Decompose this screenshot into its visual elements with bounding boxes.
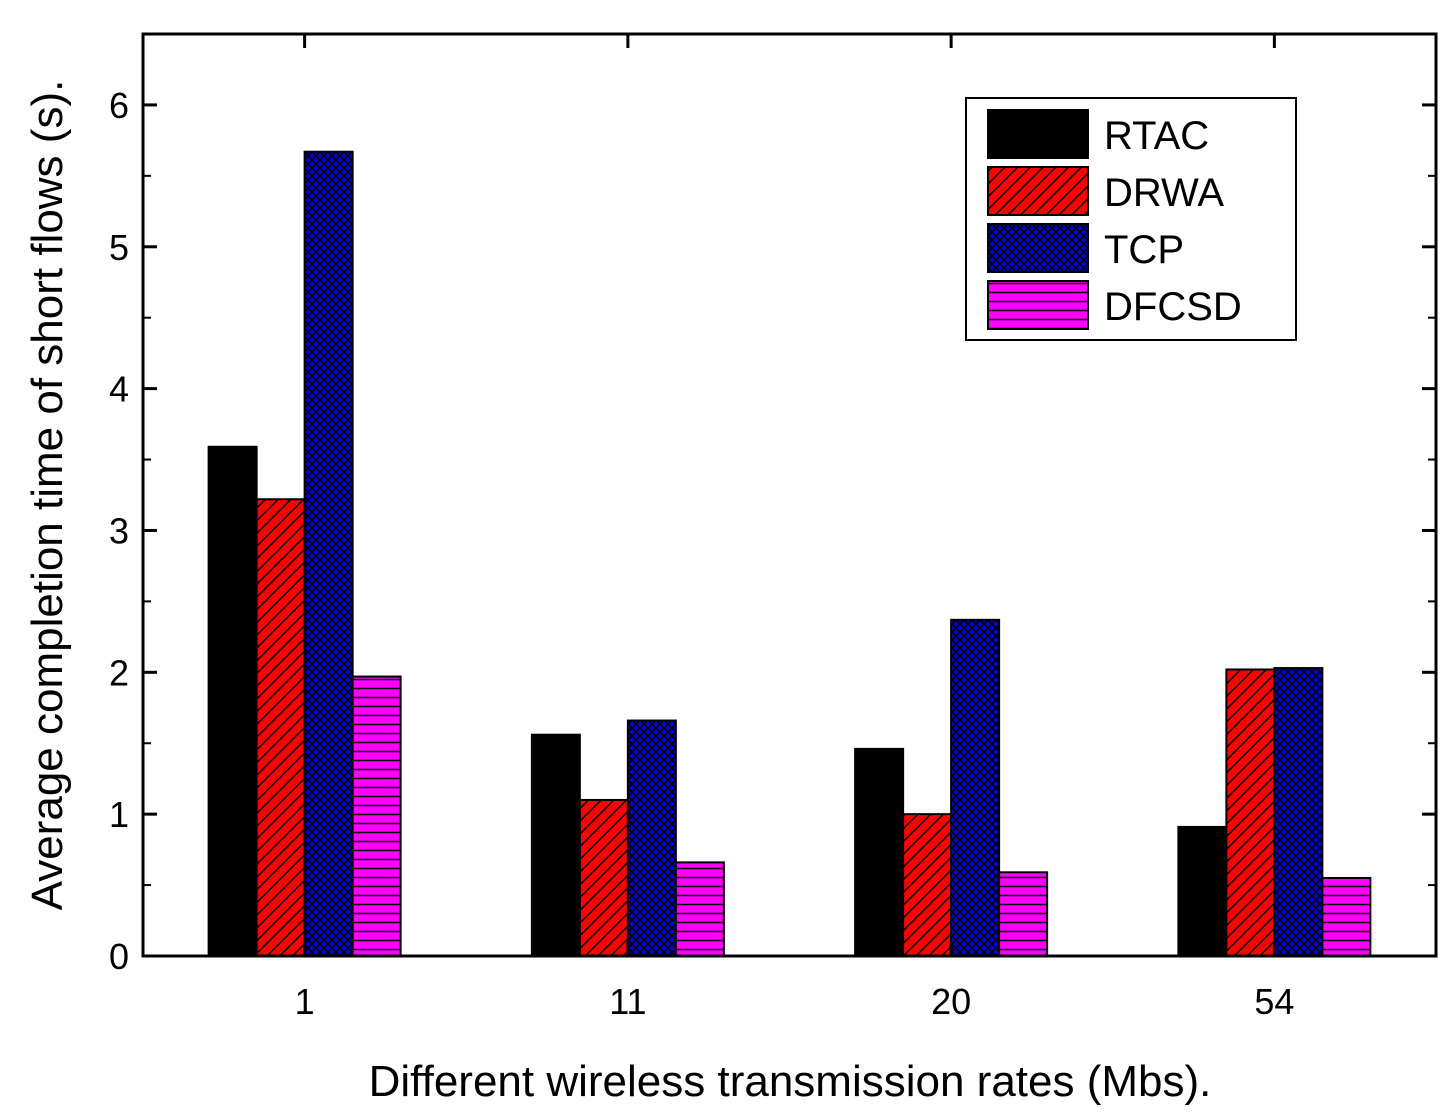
bar-tcp-20: [950, 618, 1001, 957]
legend-label-dfcsd: DFCSD: [1104, 285, 1242, 329]
bar-tcp-11: [626, 719, 677, 958]
y-tick-label: 2: [109, 652, 129, 693]
plot-frame: [141, 32, 1438, 958]
legend-swatch-dfcsd: [987, 280, 1089, 330]
bar-drwa-20: [902, 813, 953, 958]
y-tick-label: 6: [109, 85, 129, 126]
bars-group: [207, 150, 1372, 958]
bar-rtac-1: [207, 445, 258, 957]
bar-tcp-54: [1273, 667, 1324, 957]
y-tick-label: 5: [109, 227, 129, 268]
legend-swatch-rtac: [987, 109, 1089, 159]
bar-dfcsd-20: [998, 871, 1049, 958]
x-tick-label: 1: [295, 981, 315, 1022]
legend-swatch-drwa: [987, 166, 1089, 216]
legend-label-tcp: TCP: [1104, 228, 1184, 272]
legend-label-drwa: DRWA: [1104, 171, 1224, 215]
y-axis-title: Average completion time of short flows (…: [23, 80, 72, 911]
legend-label-rtac: RTAC: [1104, 114, 1209, 158]
bar-rtac-20: [854, 747, 905, 957]
y-tick-label: 0: [109, 936, 129, 977]
x-tick-label: 54: [1254, 981, 1294, 1022]
bar-tcp-1: [303, 150, 354, 958]
legend-swatch-tcp: [987, 223, 1089, 273]
bar-drwa-1: [255, 498, 306, 957]
x-tick-label: 11: [609, 981, 646, 1022]
x-tick-label: 20: [931, 981, 971, 1022]
bar-rtac-11: [530, 733, 581, 957]
bar-drwa-11: [578, 798, 629, 957]
bar-dfcsd-1: [351, 675, 402, 957]
x-axis-title: Different wireless transmission rates (M…: [369, 1057, 1212, 1106]
bar-dfcsd-11: [674, 861, 725, 957]
bar-dfcsd-54: [1321, 876, 1372, 957]
y-tick-label: 3: [109, 510, 129, 551]
y-tick-label: 4: [109, 369, 129, 410]
legend: RTAC DRWA TCP DFCSD: [965, 97, 1297, 341]
y-tick-label: 1: [109, 794, 129, 835]
bar-rtac-54: [1177, 825, 1228, 957]
bar-drwa-54: [1225, 668, 1276, 957]
